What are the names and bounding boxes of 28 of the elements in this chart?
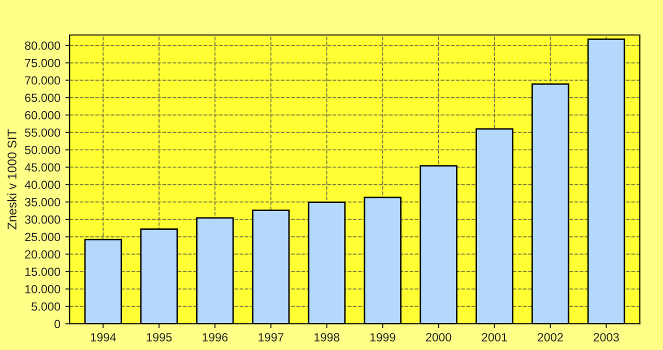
- y-tick-label: 45.000: [24, 163, 60, 172]
- y-tick-label: 55.000: [24, 128, 60, 137]
- y-tick-label: 80.000: [24, 41, 60, 50]
- y-tick-label: 0: [54, 320, 60, 328]
- y-tick-label: 10.000: [25, 284, 60, 294]
- x-tick-label: 1994: [90, 333, 116, 342]
- x-tick-label: 1998: [314, 333, 340, 342]
- y-tick-label: 30.000: [24, 215, 60, 224]
- y-tick-label: 65.000: [25, 94, 60, 102]
- x-tick-label: 1997: [258, 333, 284, 342]
- y-tick-label: 25.000: [25, 232, 60, 242]
- y-tick-label: 20.000: [25, 250, 60, 259]
- y-tick-label: 70.000: [25, 76, 60, 85]
- y-tick-label: 5.000: [32, 302, 60, 311]
- y-tick-label: 50.000: [24, 146, 60, 154]
- x-tick-label: 1995: [146, 333, 172, 342]
- y-tick-label: 15.000: [25, 268, 60, 276]
- x-tick-label: 2003: [594, 333, 619, 342]
- y-tick-label: 35.000: [24, 198, 60, 206]
- x-tick-label: 2002: [538, 333, 563, 342]
- y-tick-label: 40.000: [24, 180, 60, 189]
- x-tick-label: 1996: [202, 333, 228, 342]
- y-tick-label: 75.000: [25, 58, 60, 68]
- x-tick-label: 1999: [370, 333, 396, 342]
- y-axis-title: Zneski v 1000 SIT: [7, 129, 16, 230]
- x-tick-label: 2000: [426, 333, 452, 342]
- x-tick-label: 2001: [482, 333, 508, 342]
- y-tick-label: 60.000: [25, 111, 60, 120]
